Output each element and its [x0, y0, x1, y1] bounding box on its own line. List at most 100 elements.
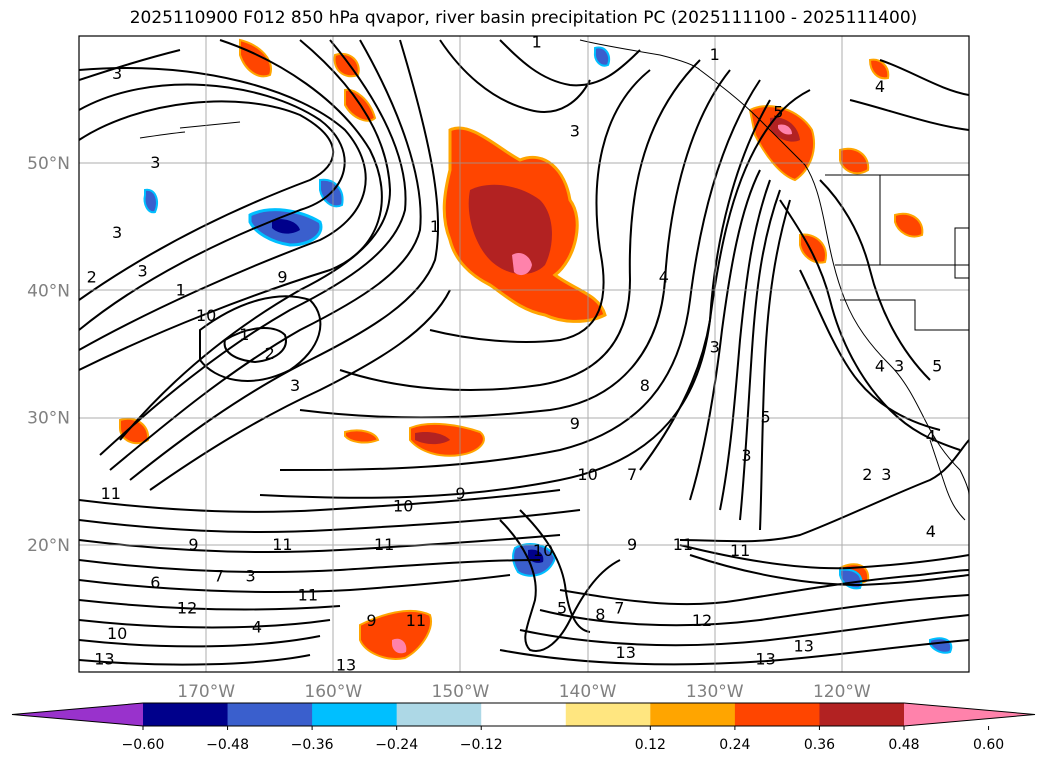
lon-label: 140°W	[559, 682, 617, 702]
colorbar-segment	[734, 703, 820, 726]
lat-label: 50°N	[27, 154, 70, 174]
contour-label: 11	[730, 541, 750, 560]
coastlines	[139, 39, 969, 521]
colorbar-extend-low	[12, 703, 143, 726]
map-frame	[78, 35, 970, 673]
lon-label: 170°W	[177, 682, 235, 702]
contour-label: 12	[177, 598, 197, 617]
contour-label: 11	[374, 535, 394, 554]
precip-core-central	[468, 184, 552, 275]
lon-label: 120°W	[813, 682, 871, 702]
contour-label: 8	[595, 605, 605, 624]
precip-peak-south	[392, 638, 407, 654]
contour-label: 3	[894, 357, 904, 376]
colorbar-tick-label: 0.60	[973, 737, 1004, 753]
precip-blob-south	[359, 609, 432, 660]
contour-label: 7	[214, 567, 224, 586]
contour-label: 3	[112, 64, 122, 83]
colorbar-extend-high	[904, 703, 1035, 726]
contour-label: 3	[137, 261, 147, 280]
lon-label: 160°W	[304, 682, 362, 702]
lon-label: 130°W	[686, 682, 744, 702]
colorbar-tick-label: 0.12	[635, 737, 666, 753]
contour-label: 2	[862, 465, 872, 484]
figure-title: 2025110900 F012 850 hPa qvapor, river ba…	[129, 8, 918, 28]
contour-label: 13	[794, 637, 814, 656]
contour-label: 13	[94, 649, 114, 668]
contour-label: 3	[246, 567, 256, 586]
lat-label: 30°N	[27, 409, 70, 429]
latitude-labels: 50°N 40°N 30°N 20°N	[27, 154, 70, 556]
contour-label: 5	[932, 357, 942, 376]
contour-label: 9	[188, 535, 198, 554]
contour-label: 6	[150, 573, 160, 592]
contour-label: 3	[710, 338, 720, 357]
colorbar-segment	[312, 703, 398, 726]
precip-blob-nw	[868, 58, 890, 80]
precip-peak-central	[512, 253, 532, 276]
contour-label: 13	[616, 643, 636, 662]
contour-label: 3	[570, 121, 580, 140]
colorbar-segment	[819, 703, 905, 726]
contour-label: 1	[710, 45, 720, 64]
precip-shading	[119, 38, 953, 660]
contour-label: 10	[107, 624, 127, 643]
colorbar-tick-label: 0.48	[888, 737, 919, 753]
precip-neg-north	[593, 46, 611, 67]
contour-label: 8	[640, 376, 650, 395]
colorbar-tick-label: −0.48	[206, 737, 249, 753]
colorbar-segment	[143, 703, 229, 726]
contour-label: 7	[627, 465, 637, 484]
contour-label: 4	[875, 357, 885, 376]
colorbar-tick-label: −0.12	[460, 737, 503, 753]
contour-label: 5	[773, 102, 783, 121]
contour-label: 1	[239, 325, 249, 344]
contour-label: 5	[557, 598, 567, 617]
precip-blob-north1	[239, 38, 272, 78]
colorbar-segment	[650, 703, 736, 726]
contour-label: 10	[533, 541, 553, 560]
colorbar-tick-label: 0.36	[804, 737, 835, 753]
contour-label: 10	[577, 465, 597, 484]
contour-label: 13	[336, 656, 356, 675]
longitude-labels: 170°W 160°W 150°W 140°W 130°W 120°W	[177, 682, 871, 702]
colorbar-tick-label: −0.36	[291, 737, 334, 753]
contour-label: 9	[366, 611, 376, 630]
lat-label: 40°N	[27, 281, 70, 301]
precip-peak-bc	[778, 124, 792, 135]
contour-label: 7	[614, 598, 624, 617]
lon-label: 150°W	[432, 682, 490, 702]
contour-label: 1	[430, 217, 440, 236]
contour-label: 9	[627, 535, 637, 554]
contour-label: 9	[455, 484, 465, 503]
contour-label: 4	[659, 268, 669, 287]
contour-label: 3	[741, 446, 751, 465]
contour-label: 12	[692, 611, 712, 630]
contour-label: 11	[101, 484, 121, 503]
precip-neg-core-west1	[272, 219, 300, 234]
colorbar-tick-label: 0.24	[719, 737, 750, 753]
lat-label: 20°N	[27, 536, 70, 556]
contour-label: 9	[570, 414, 580, 433]
contour-label: 5	[760, 408, 770, 427]
contour-label: 3	[290, 376, 300, 395]
contour-label: 13	[755, 649, 775, 668]
contour-label: 3	[150, 153, 160, 172]
colorbar-segment	[481, 703, 567, 726]
precip-blob-subtrop2	[344, 429, 380, 444]
colorbar: −0.60 −0.48 −0.36 −0.24 −0.12 0.12 0.24 0.36 0.4…	[11, 702, 1036, 753]
precip-core-subtrop1	[415, 431, 450, 445]
colorbar-tick-label: −0.60	[122, 737, 165, 753]
contour-label: 9	[277, 268, 287, 287]
contour-label: 2	[265, 344, 275, 363]
contour-label: 10	[196, 306, 216, 325]
colorbar-segment	[565, 703, 651, 726]
contour-label: 1	[532, 32, 542, 51]
colorbar-tick-label: −0.24	[375, 737, 418, 753]
precip-neg-west3	[143, 188, 158, 214]
contour-label: 4	[875, 77, 885, 96]
contour-label: 3	[112, 223, 122, 242]
contour-label: 11	[272, 535, 292, 554]
